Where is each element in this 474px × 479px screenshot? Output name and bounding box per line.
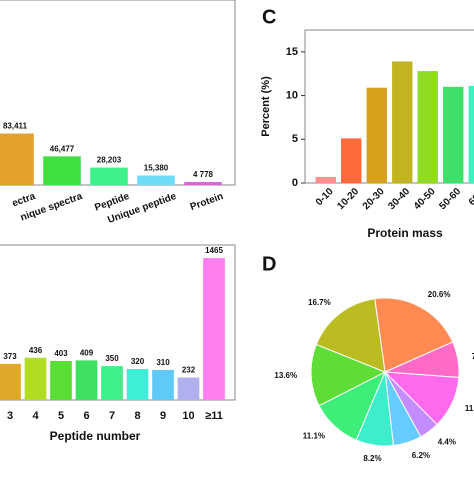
pie-label: 7.	[472, 352, 474, 361]
x-tick-label: 6	[83, 410, 89, 422]
value-label: 15,380	[144, 164, 169, 173]
bar	[50, 360, 72, 400]
y-tick-label: 15	[286, 46, 298, 58]
value-label: 373	[3, 352, 17, 361]
pie-label: 16.7%	[308, 298, 331, 307]
value-label: 409	[80, 348, 94, 357]
panel-letter: C	[262, 6, 276, 28]
value-label: 320	[131, 357, 145, 366]
bar	[417, 71, 438, 183]
pie-label: 11.1%	[303, 432, 325, 441]
bar	[126, 369, 149, 400]
pie-slice	[315, 298, 386, 373]
x-tick-label: 5	[58, 410, 64, 422]
value-label: 403	[54, 349, 68, 358]
value-label: 83,411	[3, 122, 28, 131]
bar	[443, 86, 464, 183]
value-label: 28,203	[97, 156, 122, 165]
x-tick-label: ectra	[11, 191, 38, 210]
value-label: 46,477	[50, 144, 75, 153]
bar	[137, 175, 175, 185]
x-tick-label: 9	[160, 410, 166, 422]
pie-label: 6.2%	[412, 451, 430, 460]
x-tick-label: ≥11	[205, 410, 223, 422]
x-tick-label: 8	[134, 410, 140, 422]
bar	[90, 167, 128, 185]
value-label: 1465	[205, 246, 223, 255]
panel-letter: D	[262, 253, 276, 275]
bar	[177, 377, 200, 400]
bar	[0, 133, 34, 185]
bar	[366, 87, 387, 183]
bar	[315, 176, 336, 183]
bar	[152, 369, 174, 400]
bar	[392, 61, 413, 183]
value-label: 232	[182, 366, 196, 375]
x-tick-label: 10	[182, 410, 194, 422]
x-axis-label: Protein mass	[367, 226, 443, 240]
bar	[184, 182, 222, 185]
x-tick-label: 3	[7, 410, 13, 422]
x-tick-label: 60-7	[467, 186, 474, 208]
x-tick-label: Protein	[189, 191, 225, 213]
bar	[24, 357, 47, 400]
x-tick-label: 30-40	[386, 186, 412, 212]
bar	[101, 366, 123, 400]
value-label: 350	[105, 354, 119, 363]
y-axis-label: Percent (%)	[260, 76, 272, 137]
bar	[341, 138, 362, 183]
x-tick-label: 50-60	[437, 186, 463, 212]
pie-label: 8.2%	[363, 454, 381, 463]
bar	[75, 360, 98, 400]
bar	[468, 85, 474, 183]
pie-label: 11.4	[465, 404, 474, 413]
x-tick-label: 20-30	[361, 186, 387, 212]
x-axis-label: Peptide number	[50, 429, 141, 443]
value-label: 436	[29, 346, 43, 355]
x-tick-label: 4	[32, 410, 39, 422]
y-tick-label: 0	[292, 177, 298, 189]
pie-slice	[310, 343, 387, 407]
value-label: 4 778	[193, 170, 214, 179]
pie-label: 13.6%	[274, 371, 297, 380]
bar	[0, 363, 21, 400]
bar	[43, 156, 81, 185]
bar	[203, 258, 225, 400]
y-tick-label: 10	[286, 89, 298, 101]
x-tick-label: 0-10	[314, 186, 336, 208]
pie-label: 20.6%	[428, 290, 451, 299]
x-tick-label: 7	[109, 410, 115, 422]
value-label: 310	[156, 358, 170, 367]
pie-slice	[374, 297, 454, 373]
y-tick-label: 5	[292, 133, 298, 145]
x-tick-label: 40-50	[412, 186, 438, 212]
pie-label: 4.4%	[438, 438, 456, 447]
x-tick-label: 10-20	[335, 186, 361, 212]
